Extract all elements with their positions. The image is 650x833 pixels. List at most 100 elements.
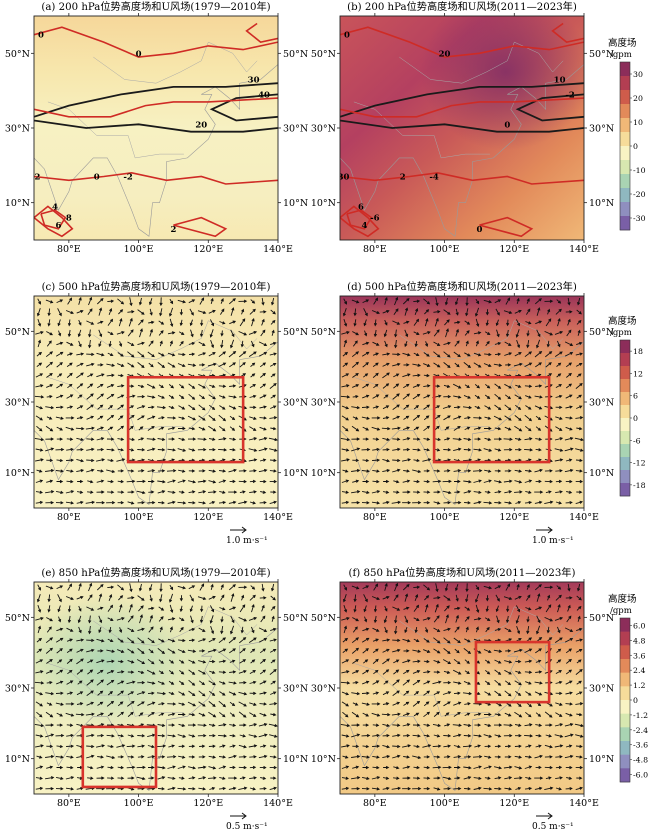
wind-arrow (270, 426, 277, 431)
wind-arrow (179, 669, 185, 675)
wind-arrow (248, 437, 258, 441)
wind-arrow (198, 638, 207, 642)
wind-arrow (503, 596, 513, 601)
wind-arrow (198, 787, 207, 791)
wind-arrow (565, 426, 573, 431)
wind-arrow (463, 755, 472, 759)
wind-arrow (402, 479, 411, 483)
wind-arrow (147, 415, 156, 420)
wind-arrow (219, 755, 227, 759)
wind-arrow (269, 382, 277, 389)
wind-arrow (351, 691, 361, 696)
wind-arrow (403, 320, 410, 324)
contour-label: 6 (55, 221, 61, 231)
wind-arrow (259, 405, 267, 409)
wind-arrow (127, 691, 135, 696)
wind-arrow (515, 404, 522, 411)
wind-arrow (392, 744, 401, 749)
wind-arrow (352, 765, 360, 769)
wind-arrow (425, 341, 429, 347)
wind-arrow (209, 659, 216, 664)
wind-arrow (129, 583, 133, 593)
wind-arrow (107, 776, 115, 780)
border-line (399, 606, 564, 646)
wind-arrow (117, 690, 125, 696)
wind-vectors (340, 582, 584, 791)
wind-arrow (56, 627, 64, 632)
wind-arrow (198, 776, 207, 780)
wind-arrow (230, 339, 235, 349)
wind-arrow (67, 583, 72, 591)
wind-arrow (513, 648, 523, 653)
wind-arrow (259, 458, 267, 462)
lat-tick-label: 30°N (311, 124, 336, 135)
wind-arrow (239, 648, 246, 654)
wind-arrow (483, 299, 493, 304)
wind-arrow (157, 490, 166, 494)
wind-arrow (342, 711, 349, 718)
wind-arrow (149, 328, 153, 337)
wind-arrow (230, 625, 235, 635)
wind-arrow (535, 362, 542, 368)
wind-arrow (362, 723, 370, 727)
reference-arrow (230, 526, 247, 534)
wind-arrow (544, 500, 554, 505)
wind-arrow (412, 659, 421, 663)
wind-arrow (127, 615, 134, 623)
wind-arrow (373, 605, 378, 613)
wind-arrow (117, 711, 125, 718)
wind-arrow (259, 702, 267, 706)
wind-arrow (45, 468, 55, 473)
wind-arrow (199, 363, 206, 367)
wind-arrow (35, 701, 43, 707)
wind-arrow (567, 604, 571, 612)
wind-arrow (435, 297, 439, 307)
wind-arrow (147, 701, 156, 706)
wind-arrow (341, 765, 350, 769)
wind-arrow (127, 700, 135, 707)
wind-arrow (514, 755, 523, 759)
wind-arrow (526, 626, 530, 635)
wind-arrow (362, 299, 370, 304)
border-line (399, 320, 564, 360)
wind-arrow (423, 479, 431, 484)
wind-arrow (118, 317, 123, 327)
wind-arrow (78, 626, 82, 634)
wind-arrow (403, 469, 410, 473)
wind-arrow (218, 723, 227, 727)
wind-arrow (443, 648, 451, 654)
wind-arrow (524, 351, 533, 358)
wind-arrow (86, 648, 95, 653)
wind-arrow (35, 734, 44, 738)
reference-vector-label: 1.0 m·s⁻¹ (532, 536, 574, 546)
wind-arrow (353, 605, 357, 613)
wind-arrow (238, 500, 248, 505)
wind-arrow (218, 648, 227, 654)
wind-arrow (229, 426, 236, 431)
wind-arrow (209, 448, 216, 452)
wind-arrow (259, 479, 267, 484)
wind-arrow (209, 786, 216, 791)
wind-arrow (534, 350, 543, 358)
wind-arrow (432, 744, 442, 748)
wind-arrow (77, 490, 84, 494)
wind-arrow (127, 469, 135, 473)
wind-arrow (514, 680, 522, 686)
wind-arrow (534, 490, 544, 494)
wind-arrow (371, 702, 381, 706)
wind-arrow (372, 733, 380, 738)
wind-arrow (433, 501, 441, 505)
wind-arrow (209, 670, 216, 674)
wind-arrow (555, 776, 563, 780)
wind-arrow (576, 405, 583, 409)
wind-arrow (526, 616, 530, 623)
wind-arrow (555, 765, 563, 770)
wind-arrow (442, 691, 452, 695)
wind-arrow (239, 776, 246, 780)
wind-arrow (535, 712, 542, 717)
wind-arrow (565, 416, 573, 420)
colorbar-segment (620, 62, 630, 77)
wind-arrow (46, 340, 52, 347)
wind-arrow (555, 787, 562, 791)
wind-arrow (65, 416, 75, 420)
